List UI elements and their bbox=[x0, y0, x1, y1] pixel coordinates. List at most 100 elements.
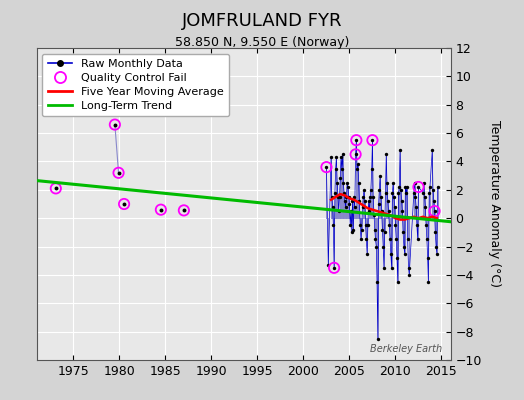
Point bbox=[385, 222, 394, 228]
Point bbox=[157, 206, 165, 213]
Point bbox=[360, 187, 368, 193]
Point bbox=[378, 226, 387, 233]
Point bbox=[322, 164, 331, 170]
Point bbox=[347, 229, 356, 236]
Y-axis label: Temperature Anomaly (°C): Temperature Anomaly (°C) bbox=[488, 120, 501, 288]
Point bbox=[413, 236, 422, 243]
Point bbox=[330, 265, 339, 271]
Point bbox=[111, 121, 119, 128]
Point bbox=[430, 208, 439, 214]
Point bbox=[430, 208, 439, 214]
Point bbox=[354, 161, 362, 168]
Point bbox=[393, 255, 401, 261]
Point bbox=[405, 272, 413, 278]
Point bbox=[361, 198, 369, 204]
Point bbox=[353, 165, 361, 172]
Point bbox=[363, 250, 372, 257]
Point bbox=[52, 185, 60, 192]
Point bbox=[352, 151, 360, 158]
Point bbox=[412, 204, 420, 210]
Point bbox=[332, 154, 341, 160]
Point bbox=[384, 208, 392, 214]
Point bbox=[398, 208, 407, 214]
Point bbox=[372, 243, 380, 250]
Point bbox=[180, 207, 188, 214]
Point bbox=[411, 194, 420, 200]
Point bbox=[428, 147, 436, 153]
Point bbox=[329, 204, 337, 210]
Point bbox=[344, 194, 353, 200]
Point bbox=[390, 194, 398, 200]
Point bbox=[432, 243, 440, 250]
Point bbox=[365, 208, 374, 214]
Point bbox=[401, 184, 410, 190]
Point bbox=[350, 194, 358, 200]
Point bbox=[337, 154, 345, 160]
Point bbox=[352, 137, 361, 143]
Point bbox=[342, 204, 350, 210]
Point bbox=[330, 265, 339, 271]
Point bbox=[373, 279, 381, 285]
Point bbox=[352, 137, 361, 143]
Point bbox=[180, 207, 188, 214]
Text: JOMFRULAND FYR: JOMFRULAND FYR bbox=[182, 12, 342, 30]
Point bbox=[349, 226, 357, 233]
Point bbox=[392, 236, 400, 243]
Point bbox=[413, 222, 421, 228]
Point bbox=[402, 190, 410, 196]
Point bbox=[425, 190, 433, 196]
Point bbox=[342, 194, 351, 200]
Point bbox=[328, 194, 336, 200]
Point bbox=[120, 201, 128, 207]
Point bbox=[341, 198, 349, 204]
Point bbox=[403, 184, 411, 190]
Point bbox=[430, 198, 438, 204]
Point bbox=[405, 265, 413, 271]
Point bbox=[327, 154, 335, 160]
Point bbox=[354, 180, 363, 186]
Point bbox=[52, 185, 60, 192]
Point bbox=[348, 198, 357, 204]
Point bbox=[384, 198, 392, 204]
Point bbox=[337, 165, 346, 172]
Point bbox=[339, 180, 347, 186]
Point bbox=[425, 184, 434, 190]
Point bbox=[356, 222, 364, 228]
Point bbox=[433, 184, 442, 190]
Point bbox=[399, 229, 407, 236]
Point bbox=[387, 250, 395, 257]
Point bbox=[397, 198, 406, 204]
Point bbox=[329, 222, 337, 228]
Legend: Raw Monthly Data, Quality Control Fail, Five Year Moving Average, Long-Term Tren: Raw Monthly Data, Quality Control Fail, … bbox=[42, 54, 230, 116]
Point bbox=[375, 187, 384, 193]
Point bbox=[420, 194, 429, 200]
Point bbox=[347, 208, 355, 214]
Point bbox=[420, 180, 428, 186]
Point bbox=[351, 204, 359, 210]
Point bbox=[419, 190, 427, 196]
Point bbox=[114, 170, 123, 176]
Point bbox=[359, 194, 367, 200]
Point bbox=[362, 222, 370, 228]
Point bbox=[403, 236, 412, 243]
Point bbox=[322, 164, 331, 170]
Point bbox=[433, 250, 441, 257]
Point bbox=[394, 279, 402, 285]
Point bbox=[368, 137, 377, 143]
Point bbox=[362, 236, 370, 243]
Point bbox=[111, 121, 119, 128]
Point bbox=[339, 151, 347, 158]
Point bbox=[386, 236, 394, 243]
Point bbox=[376, 172, 384, 179]
Point bbox=[355, 198, 364, 204]
Point bbox=[120, 201, 128, 207]
Point bbox=[381, 190, 390, 196]
Point bbox=[382, 151, 390, 158]
Point bbox=[367, 165, 376, 172]
Point bbox=[424, 279, 433, 285]
Point bbox=[364, 222, 372, 228]
Point bbox=[374, 336, 382, 342]
Point bbox=[410, 190, 418, 196]
Point bbox=[334, 208, 343, 214]
Point bbox=[344, 184, 352, 190]
